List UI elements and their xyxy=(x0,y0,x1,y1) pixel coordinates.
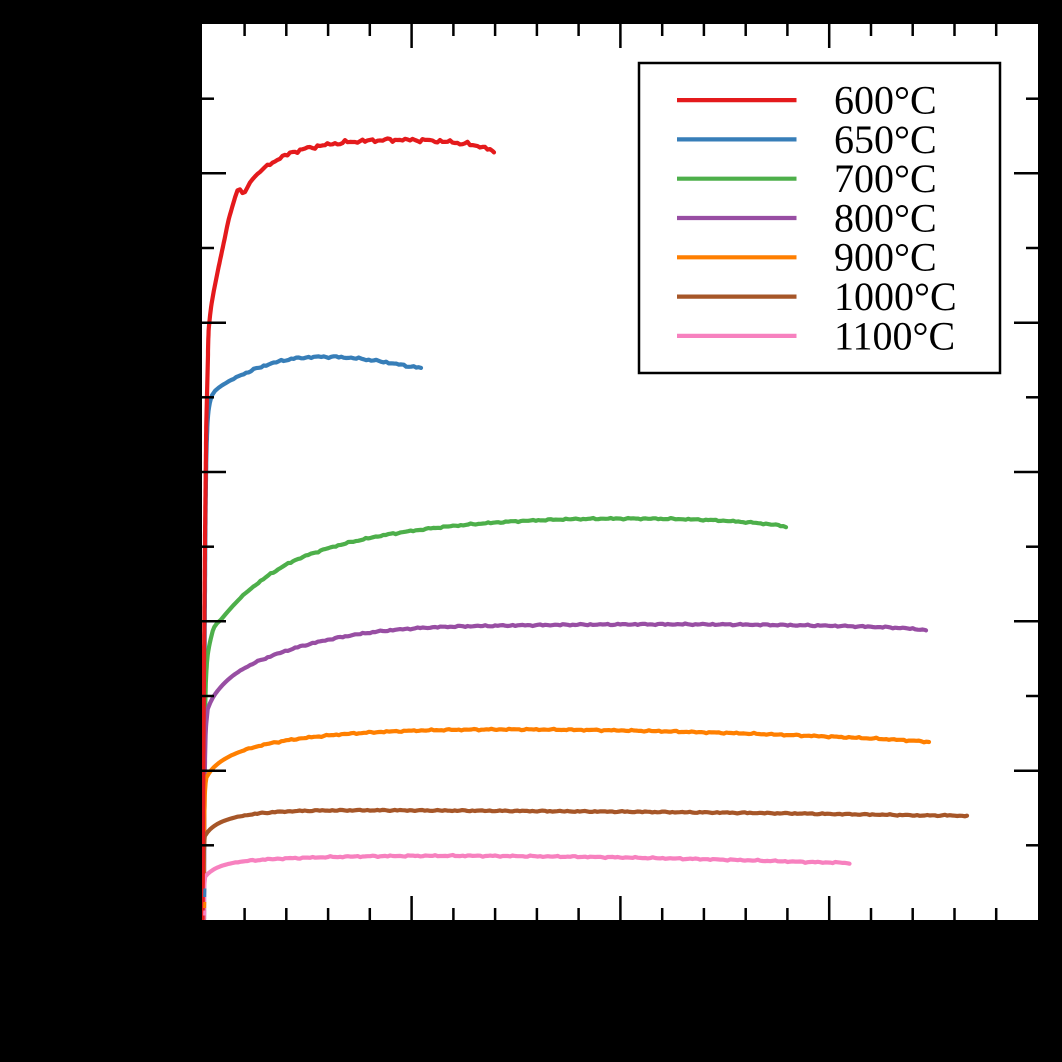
svg-text:800°C: 800°C xyxy=(834,195,937,240)
svg-text:650°C: 650°C xyxy=(834,117,937,162)
svg-text:700°C: 700°C xyxy=(834,156,937,201)
svg-text:900°C: 900°C xyxy=(834,235,937,280)
svg-text:600°C: 600°C xyxy=(834,78,937,123)
svg-text:1000°C: 1000°C xyxy=(834,274,957,319)
svg-text:1100°C: 1100°C xyxy=(834,313,955,358)
